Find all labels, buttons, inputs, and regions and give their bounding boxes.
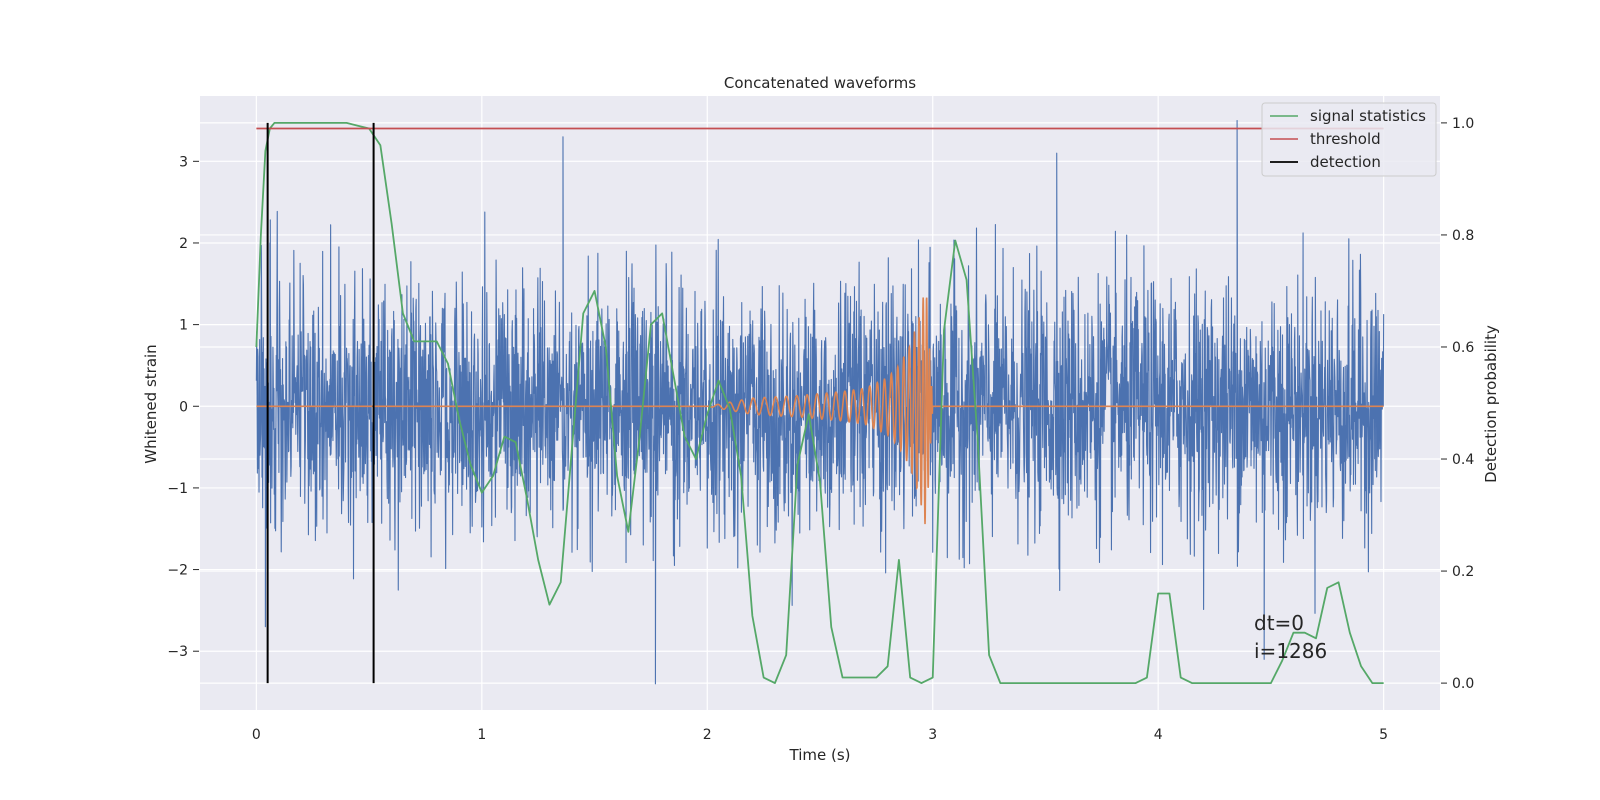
series-chirp-line — [256, 297, 1384, 525]
y-tick-label: 1 — [179, 318, 188, 334]
x-tick-label: 2 — [703, 727, 712, 743]
annotation-index: i=1286 — [1254, 639, 1327, 663]
plot-area — [255, 119, 1385, 685]
y2-tick-label: 0.2 — [1452, 564, 1474, 580]
x-tick-label: 0 — [252, 727, 261, 743]
annotation-dt: dt=0 — [1254, 611, 1304, 635]
x-tick-label: 5 — [1379, 727, 1388, 743]
y-tick-label: −3 — [167, 644, 188, 660]
x-tick-label: 1 — [477, 727, 486, 743]
x-tick-label: 3 — [928, 727, 937, 743]
y2-tick-label: 0.8 — [1452, 228, 1474, 244]
y2-tick-label: 0.4 — [1452, 452, 1474, 468]
x-axis-label: Time (s) — [789, 746, 851, 764]
y-tick-label: 0 — [179, 399, 188, 415]
y2-tick-label: 1.0 — [1452, 116, 1474, 132]
x-tick-label: 4 — [1154, 727, 1163, 743]
y-tick-label: −2 — [167, 563, 188, 579]
y2-tick-label: 0.0 — [1452, 676, 1474, 692]
chart-title: Concatenated waveforms — [724, 74, 916, 92]
legend-box — [1261, 102, 1437, 177]
y-tick-label: 2 — [179, 236, 188, 252]
y-axis-label: Whitened strain — [142, 344, 160, 463]
legend-label-detection: detection — [1310, 153, 1381, 171]
y-tick-label: −1 — [167, 481, 188, 497]
y2-tick-label: 0.6 — [1452, 340, 1474, 356]
legend-label-threshold: threshold — [1310, 130, 1381, 148]
legend: signal statistics threshold detection — [1261, 102, 1437, 177]
legend-label-signal-statistics: signal statistics — [1310, 107, 1426, 125]
y2-axis-label: Detection probability — [1482, 325, 1500, 483]
axes: 0 1 2 3 4 5 −3 −2 −1 0 1 2 3 0.0 0.2 0.4 0.6 0.8 1.0 — [167, 116, 1474, 743]
y-tick-label: 3 — [179, 154, 188, 170]
series-signal-statistics-line — [255, 121, 1384, 685]
